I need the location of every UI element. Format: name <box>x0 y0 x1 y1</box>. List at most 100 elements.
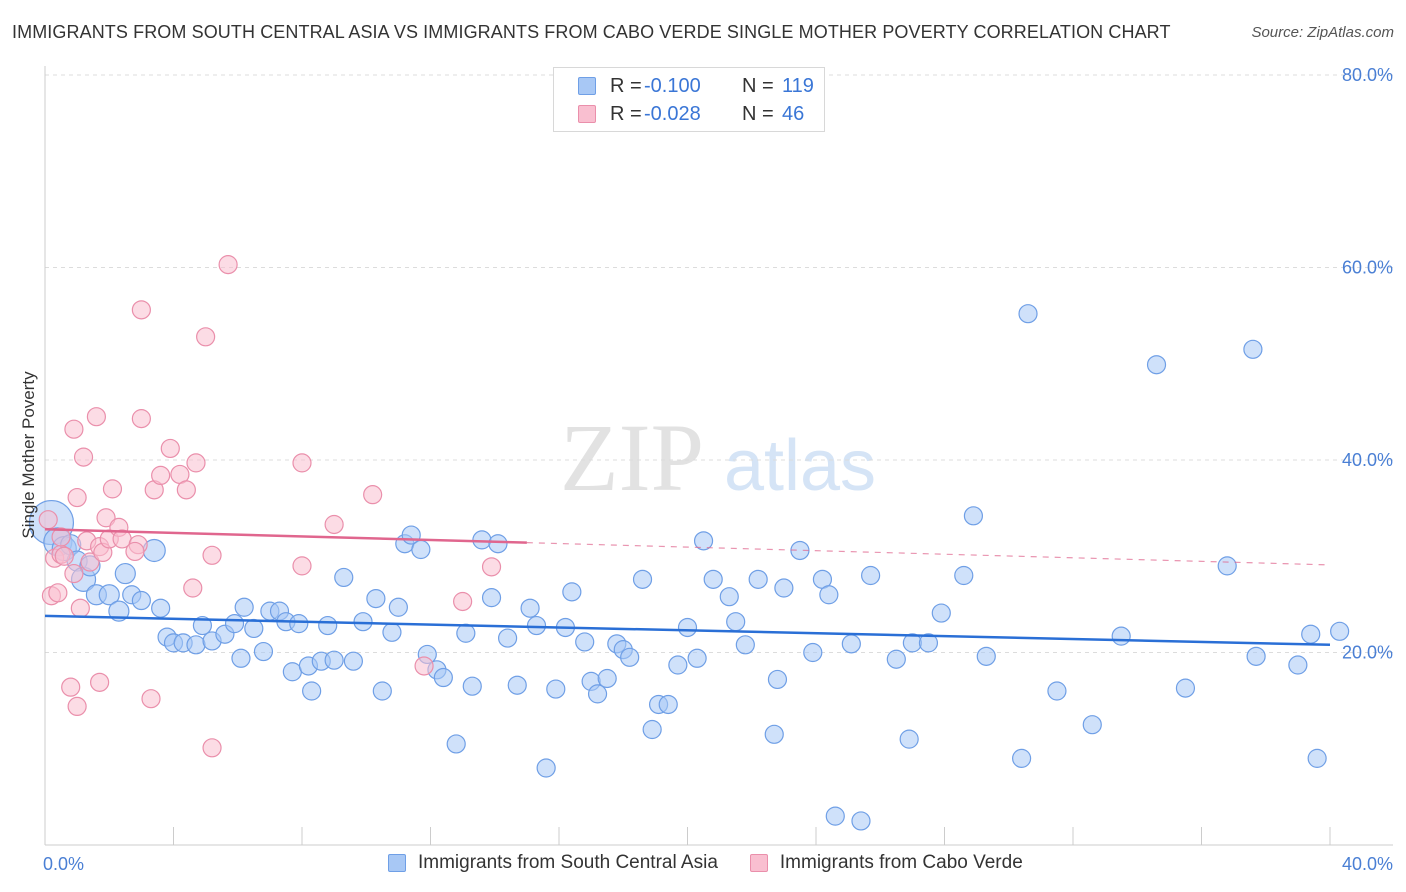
data-point <box>899 729 919 749</box>
data-point <box>48 583 68 603</box>
data-point <box>244 618 264 639</box>
data-point <box>324 650 344 670</box>
data-point <box>186 635 206 655</box>
data-point <box>160 438 180 459</box>
data-point <box>98 584 120 606</box>
legend-label: Immigrants from South Central Asia <box>418 852 718 873</box>
data-point <box>234 597 254 617</box>
data-point <box>597 668 617 689</box>
data-point <box>931 603 951 623</box>
data-point <box>488 534 508 554</box>
data-point <box>292 556 312 576</box>
data-point <box>289 614 309 634</box>
series-south-central-asia <box>28 304 1350 831</box>
data-point <box>774 578 794 598</box>
r-value: -0.100 <box>644 74 701 97</box>
y-tick-label: 40.0% <box>1342 450 1393 470</box>
legend-item-cabo-verde: Immigrants from Cabo Verde <box>749 852 1023 874</box>
y-tick-label: 20.0% <box>1342 643 1393 663</box>
data-point <box>536 758 556 778</box>
data-point <box>382 622 402 642</box>
data-point <box>51 527 71 547</box>
data-point <box>976 646 996 666</box>
n-value: 46 <box>782 102 805 125</box>
data-point <box>735 635 755 655</box>
x-tick-label: 40.0% <box>1342 854 1393 874</box>
data-point <box>620 647 640 667</box>
y-tick-label: 60.0% <box>1342 258 1393 278</box>
data-point <box>366 588 386 609</box>
data-point <box>67 696 87 717</box>
data-point <box>719 587 739 607</box>
data-point <box>202 545 222 565</box>
data-point <box>1047 681 1067 701</box>
data-point <box>343 651 363 671</box>
data-point <box>632 569 653 589</box>
data-point <box>292 453 312 473</box>
stats-legend-row-south-central-asia: R = -0.100 N = 119 <box>578 72 814 100</box>
data-point <box>481 588 502 608</box>
data-point <box>102 479 123 499</box>
data-point <box>726 612 746 632</box>
data-point <box>318 615 338 636</box>
data-point <box>767 669 788 690</box>
data-point <box>1018 304 1038 324</box>
data-point <box>677 617 698 638</box>
trend-line-extrapolated <box>526 542 1331 566</box>
data-point <box>453 591 473 612</box>
data-point <box>1217 556 1237 576</box>
data-point <box>372 681 392 701</box>
data-point <box>1243 339 1263 359</box>
legend-swatch-blue <box>578 77 596 95</box>
data-point <box>86 407 107 427</box>
data-point <box>668 655 688 675</box>
data-point <box>224 614 245 634</box>
data-point <box>562 582 582 602</box>
data-point <box>414 656 434 676</box>
data-point <box>507 675 527 695</box>
y-tick-label: 80.0% <box>1342 65 1393 85</box>
axes <box>44 66 1393 846</box>
data-point <box>363 485 383 505</box>
data-point <box>1082 715 1102 735</box>
data-point <box>764 724 784 744</box>
source-credit: Source: ZipAtlas.com <box>1251 24 1394 41</box>
data-point <box>1307 748 1327 768</box>
data-point <box>1330 621 1350 641</box>
stats-legend: R = -0.100 N = 119 R = -0.028 N = 46 <box>553 67 825 132</box>
n-label: N = <box>742 102 774 125</box>
data-point <box>1146 355 1167 375</box>
grid-lines <box>45 74 1393 653</box>
legend-swatch-blue <box>388 854 406 872</box>
data-point <box>433 667 453 688</box>
data-point <box>61 677 81 697</box>
r-label: R = <box>610 102 642 125</box>
data-point <box>642 719 662 740</box>
data-point <box>108 600 130 622</box>
data-point <box>131 300 151 320</box>
stats-legend-row-cabo-verde: R = -0.028 N = 46 <box>578 100 804 128</box>
legend-label: Immigrants from Cabo Verde <box>779 852 1023 873</box>
data-point <box>324 514 344 535</box>
data-point <box>575 632 595 652</box>
data-point <box>546 679 566 699</box>
data-point <box>526 615 547 636</box>
watermark: ZIP atlas <box>560 404 876 511</box>
data-point <box>472 530 492 550</box>
data-point <box>1011 748 1032 768</box>
data-point <box>64 563 84 584</box>
legend-item-south-central-asia: Immigrants from South Central Asia <box>388 852 718 874</box>
data-point <box>334 567 354 588</box>
watermark-zip: ZIP <box>560 404 704 511</box>
data-point <box>918 633 939 653</box>
data-point <box>446 734 466 754</box>
data-point <box>202 738 222 758</box>
watermark-atlas: atlas <box>724 426 876 506</box>
data-point <box>388 597 408 617</box>
trend-lines <box>44 528 1331 647</box>
data-point <box>70 598 90 618</box>
series-cabo-verde <box>38 255 502 758</box>
data-point <box>90 672 110 692</box>
data-point <box>963 506 984 526</box>
data-point <box>1288 655 1308 675</box>
